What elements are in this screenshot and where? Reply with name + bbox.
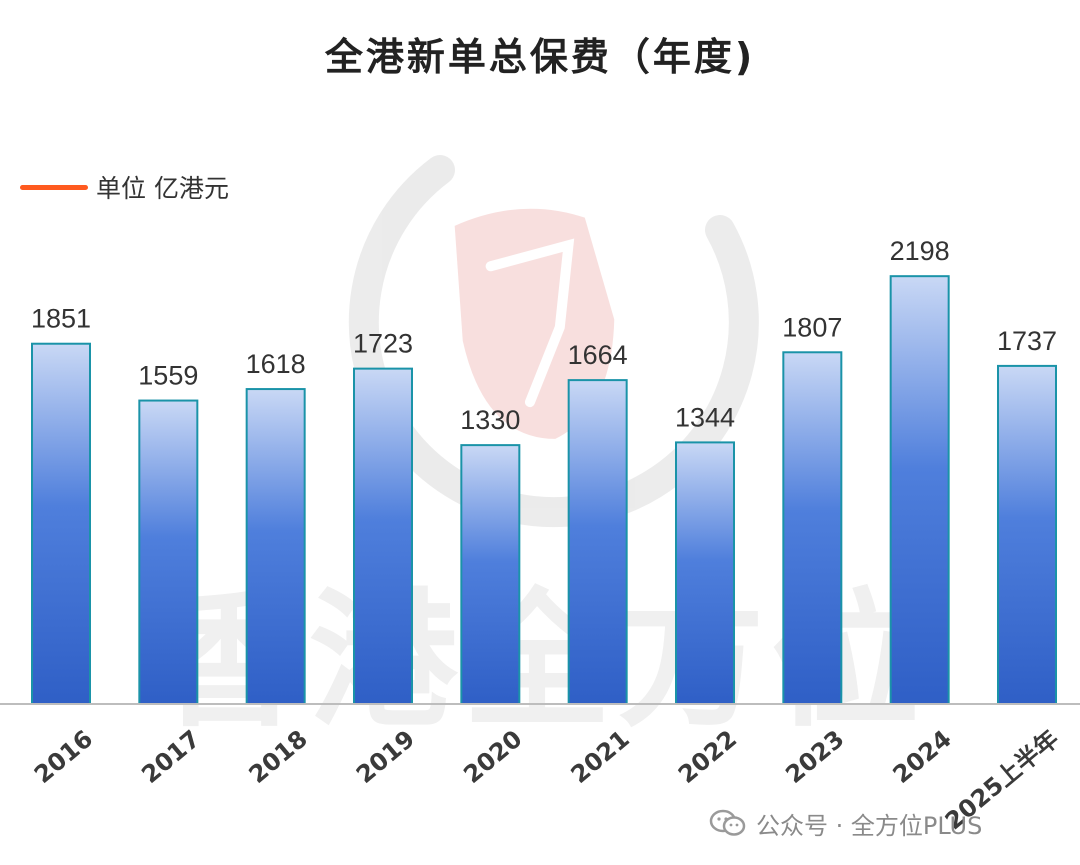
bar-2018 [245,388,306,705]
bar-2024 [889,275,950,705]
bar-2020 [460,444,521,705]
legend-swatch [20,184,88,190]
bar-2025上半年 [997,364,1057,705]
bar-2023 [782,351,843,705]
data-label-2025上半年: 1737 [997,326,1057,356]
bars: 1851 1559 1618 1723 1330 1664 1344 1807 2198 1737 [31,236,1057,705]
bar-2022 [675,441,735,705]
chart-title: 全港新单总保费（年度) [324,35,756,79]
x-tick-label-2016: 2016 [29,725,98,789]
wechat-icon [709,809,746,836]
footer: 公众号 · 全方位PLUS [708,806,982,840]
bar-2019 [353,367,413,705]
bar-2017 [138,399,199,705]
bar-2016 [31,342,91,705]
data-label-2022: 1344 [675,402,735,432]
data-label-2020: 1330 [460,405,520,435]
legend-label: 单位 亿港元 [96,174,229,203]
data-label-2018: 1618 [246,349,306,379]
bar-2021 [567,379,628,705]
legend: 单位 亿港元 [20,172,229,203]
data-label-2021: 1664 [568,340,628,370]
data-label-2017: 1559 [138,361,198,391]
data-label-2024: 2198 [890,236,950,266]
data-label-2023: 1807 [782,312,842,342]
data-label-2016: 1851 [31,304,91,334]
data-label-2019: 1723 [353,329,413,359]
footer-text: 公众号 · 全方位PLUS [756,811,983,840]
